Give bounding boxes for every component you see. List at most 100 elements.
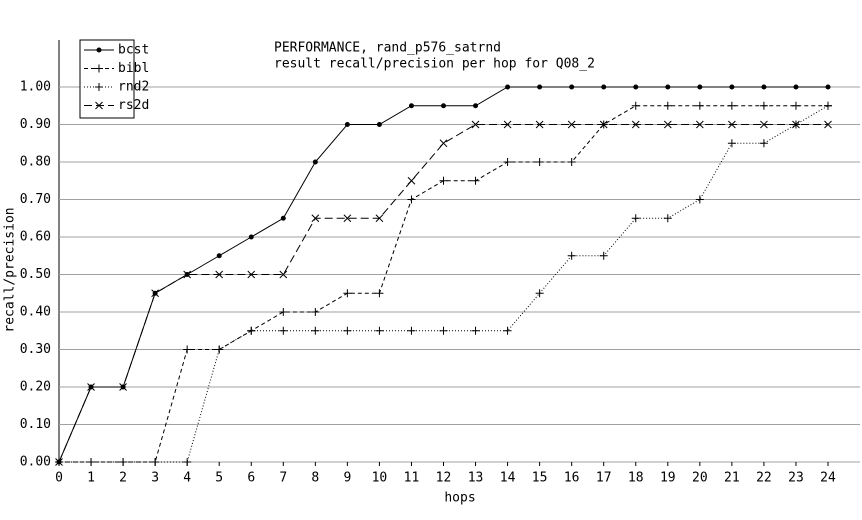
point <box>279 270 288 279</box>
point <box>759 101 768 110</box>
y-tick-label: 0.30 <box>20 342 51 357</box>
point <box>471 176 480 185</box>
x-tick-label: 24 <box>820 471 836 486</box>
point <box>151 458 160 466</box>
point <box>727 139 736 148</box>
x-tick-label: 10 <box>372 471 388 486</box>
point <box>793 84 799 90</box>
point <box>697 84 703 90</box>
point <box>825 84 831 90</box>
x-tick-label: 19 <box>660 471 676 486</box>
legend-label: rnd2 <box>118 80 149 95</box>
point <box>215 270 224 279</box>
y-tick-label: 0.80 <box>20 155 51 170</box>
point <box>215 345 224 354</box>
y-tick-label: 0.50 <box>20 267 51 282</box>
point <box>535 289 544 298</box>
point <box>759 139 768 148</box>
x-tick-label: 17 <box>596 471 612 486</box>
point <box>663 214 672 223</box>
point <box>727 101 736 110</box>
point <box>183 458 192 466</box>
x-tick-label: 22 <box>756 471 772 486</box>
x-tick-label: 0 <box>55 471 63 486</box>
point <box>631 214 640 223</box>
point <box>791 101 800 110</box>
legend-marker <box>95 64 103 73</box>
point <box>279 326 288 335</box>
series-line <box>58 124 828 463</box>
point <box>695 101 704 110</box>
point <box>87 458 96 466</box>
legend: bcst bibl rnd2 rs2d <box>79 39 149 119</box>
point <box>471 120 480 129</box>
point <box>631 120 640 129</box>
point <box>376 122 382 127</box>
x-tick-label: 23 <box>788 471 804 486</box>
point <box>761 84 767 90</box>
x-tick-label: 13 <box>468 471 484 486</box>
x-tick-label: 14 <box>500 471 516 486</box>
x-tick-label: 20 <box>692 471 708 486</box>
point <box>505 84 511 90</box>
x-tick-label: 2 <box>119 471 127 486</box>
point <box>471 326 480 335</box>
x-tick-label: 16 <box>564 471 580 486</box>
point <box>569 84 575 90</box>
point <box>311 214 320 223</box>
point <box>311 308 320 316</box>
y-tick-label: 0.40 <box>20 305 51 320</box>
point <box>663 101 672 110</box>
point <box>183 345 192 354</box>
point <box>663 120 672 129</box>
x-tick-label: 8 <box>311 471 319 486</box>
legend-label: bibl <box>118 61 149 76</box>
x-tick-label: 7 <box>279 471 287 486</box>
x-tick-label: 21 <box>724 471 740 486</box>
legend-marker <box>95 101 103 110</box>
point <box>695 195 704 204</box>
point <box>311 326 320 335</box>
point <box>567 158 576 166</box>
legend-marker <box>96 47 102 53</box>
point <box>119 383 127 391</box>
x-tick-label: 15 <box>532 471 548 486</box>
point <box>280 215 286 221</box>
x-tick-label: 5 <box>215 471 223 486</box>
point <box>439 326 448 335</box>
point <box>408 103 414 109</box>
point <box>535 158 544 166</box>
x-tick-label: 12 <box>436 471 452 486</box>
point <box>343 214 352 223</box>
y-tick-label: 0.00 <box>20 455 51 470</box>
point <box>473 103 479 109</box>
chart-subtitle: result recall/precision per hop for Q08_… <box>274 57 595 72</box>
y-tick-label: 0.20 <box>20 380 51 395</box>
y-tick-label: 1.00 <box>20 80 51 95</box>
point <box>119 458 128 466</box>
point <box>407 326 416 335</box>
point <box>633 84 639 90</box>
point <box>728 120 736 129</box>
point <box>248 234 254 240</box>
x-axis-label: hops <box>444 491 475 506</box>
point <box>87 383 95 391</box>
legend-label: bcst <box>118 43 149 58</box>
point <box>537 84 543 90</box>
chart-title: PERFORMANCE, rand_p576_satrnd <box>274 41 501 56</box>
point <box>599 120 608 129</box>
point <box>55 458 63 466</box>
point <box>343 289 352 298</box>
point <box>375 326 384 335</box>
point <box>441 103 446 109</box>
point <box>375 214 384 223</box>
x-tick-label: 11 <box>404 471 420 486</box>
point <box>503 326 512 335</box>
x-tick-label: 1 <box>87 471 95 486</box>
point <box>760 120 768 129</box>
point <box>631 101 640 110</box>
point <box>567 251 576 260</box>
x-tick-label: 9 <box>343 471 351 486</box>
series-line <box>59 105 828 463</box>
